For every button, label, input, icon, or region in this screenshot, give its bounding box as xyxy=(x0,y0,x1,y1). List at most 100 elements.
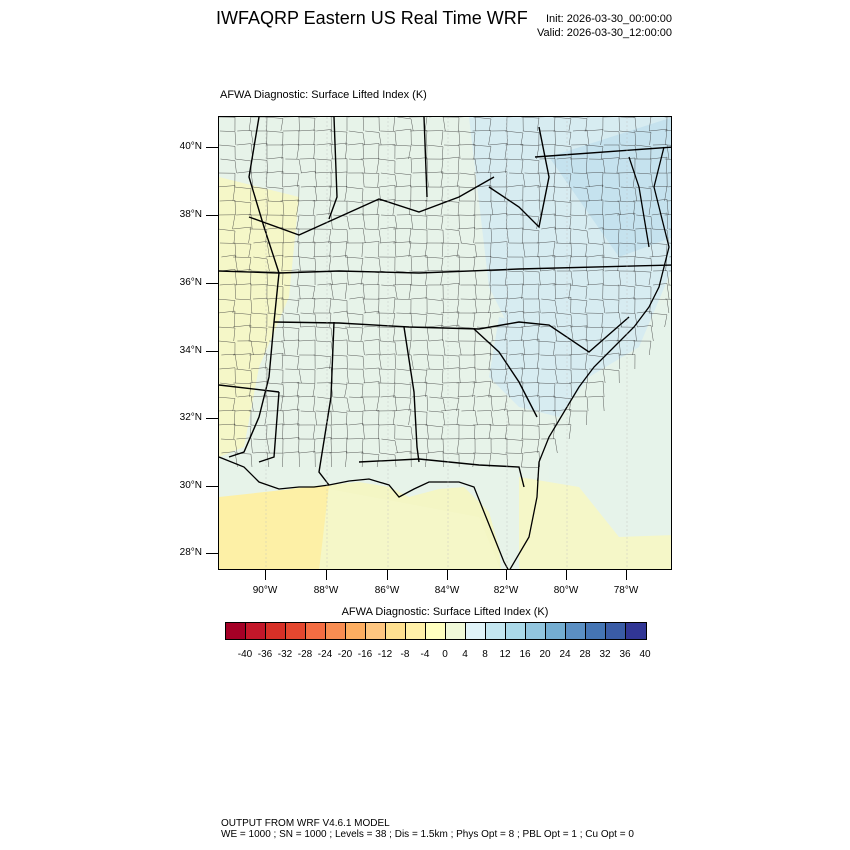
county-line xyxy=(473,172,492,188)
county-line xyxy=(524,298,541,314)
county-line xyxy=(281,354,300,370)
county-line xyxy=(299,270,316,286)
chesapeake-bay xyxy=(628,156,650,248)
county-line xyxy=(253,256,270,272)
boundary-ga-sc xyxy=(473,328,538,418)
county-line xyxy=(443,214,460,230)
county-line xyxy=(378,256,396,272)
county-line xyxy=(297,129,316,146)
model-footer: OUTPUT FROM WRF V4.6.1 MODEL WE = 1000 ;… xyxy=(221,818,634,840)
county-line xyxy=(363,438,380,454)
county-line xyxy=(329,241,348,258)
county-line xyxy=(315,171,332,188)
colorbar-label: -36 xyxy=(257,649,273,660)
county-line xyxy=(428,410,445,426)
county-line xyxy=(505,452,524,468)
county-line xyxy=(460,298,477,314)
county-line xyxy=(456,381,476,398)
county-line xyxy=(266,452,284,468)
county-line xyxy=(412,424,429,440)
county-line xyxy=(569,117,588,132)
county-line xyxy=(332,255,349,272)
county-line xyxy=(300,170,317,188)
boundary-il-in xyxy=(328,117,338,220)
county-line xyxy=(377,382,396,398)
county-line xyxy=(264,395,284,412)
county-line xyxy=(253,241,270,258)
county-line xyxy=(393,228,412,244)
county-line xyxy=(569,382,588,398)
county-line xyxy=(395,438,412,454)
county-line xyxy=(282,423,300,440)
county-line xyxy=(509,394,526,412)
county-line xyxy=(426,144,444,160)
county-line xyxy=(426,325,444,342)
county-line xyxy=(381,438,398,454)
county-line xyxy=(555,242,572,258)
county-line xyxy=(552,117,572,132)
lon-tickmark xyxy=(387,570,388,580)
county-line xyxy=(553,255,572,272)
county-line xyxy=(536,241,556,258)
gulf-coast xyxy=(219,456,509,569)
county-line xyxy=(251,395,268,412)
county-line xyxy=(586,172,604,188)
county-line xyxy=(296,284,316,300)
county-line xyxy=(505,326,524,342)
county-line xyxy=(297,143,316,160)
county-line xyxy=(234,409,252,426)
county-line xyxy=(248,410,268,426)
county-line xyxy=(219,172,236,188)
lon-tickmark xyxy=(265,570,266,580)
county-line xyxy=(617,212,636,230)
county-line xyxy=(380,395,397,412)
boundary-ky-tn xyxy=(278,264,671,274)
county-line xyxy=(251,158,268,174)
lat-tick-30n: 30°N xyxy=(179,480,202,491)
county-line xyxy=(348,340,365,356)
county-line xyxy=(299,339,316,356)
county-line xyxy=(266,438,284,454)
footer-line-2: WE = 1000 ; SN = 1000 ; Levels = 38 ; Di… xyxy=(221,829,634,840)
county-line xyxy=(537,340,556,356)
county-line xyxy=(571,312,588,328)
colorbar-swatch xyxy=(606,623,626,639)
county-line xyxy=(394,382,412,398)
county-line xyxy=(585,184,604,202)
county-line xyxy=(572,228,589,244)
county-line xyxy=(554,297,572,314)
county-line xyxy=(395,128,412,146)
county-line xyxy=(522,338,540,356)
county-line xyxy=(637,242,654,258)
county-line xyxy=(441,438,460,454)
lat-tick-38n: 38°N xyxy=(179,209,202,220)
county-line xyxy=(316,158,333,174)
county-line xyxy=(573,172,590,188)
county-line xyxy=(521,353,540,370)
county-line xyxy=(364,186,381,202)
county-line xyxy=(297,438,316,454)
county-line xyxy=(378,144,396,160)
county-line xyxy=(236,143,253,160)
county-line xyxy=(411,157,429,174)
county-line xyxy=(267,200,285,216)
county-line xyxy=(585,312,604,328)
county-line xyxy=(459,438,476,454)
county-line xyxy=(572,270,589,286)
county-line xyxy=(425,256,444,272)
county-line xyxy=(380,340,397,356)
county-line xyxy=(636,310,653,328)
county-line xyxy=(634,144,652,160)
colorbar-label: 40 xyxy=(639,649,651,660)
county-line xyxy=(317,283,334,300)
county-line xyxy=(653,270,670,286)
cooler-region-mid-atlantic xyxy=(549,117,671,257)
colorbar-swatch xyxy=(566,623,586,639)
county-line xyxy=(409,452,428,468)
county-line xyxy=(265,255,284,272)
county-line xyxy=(346,438,364,454)
county-line xyxy=(618,354,636,370)
colorbar-swatch xyxy=(226,623,246,639)
county-line xyxy=(537,172,556,188)
colorbar-swatch xyxy=(306,623,326,639)
